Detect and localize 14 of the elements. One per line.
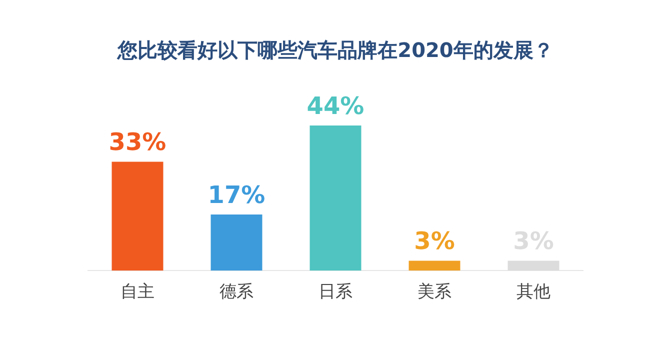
data-label: 3% bbox=[414, 226, 455, 255]
x-tick-label: 自主 bbox=[120, 282, 154, 302]
data-label: 44% bbox=[306, 92, 364, 120]
x-tick-label: 德系 bbox=[220, 282, 254, 302]
bar bbox=[408, 260, 460, 271]
x-tick-label: 美系 bbox=[418, 282, 452, 302]
bar bbox=[112, 162, 164, 271]
bar bbox=[310, 126, 362, 271]
bar bbox=[210, 214, 262, 271]
x-tick-label: 其他 bbox=[516, 282, 550, 302]
chart-title: 您比较看好以下哪些汽车品牌在2020年的发展？ bbox=[116, 38, 554, 62]
x-tick-label: 日系 bbox=[318, 282, 352, 302]
data-label: 17% bbox=[208, 180, 266, 209]
data-label: 33% bbox=[108, 128, 166, 156]
